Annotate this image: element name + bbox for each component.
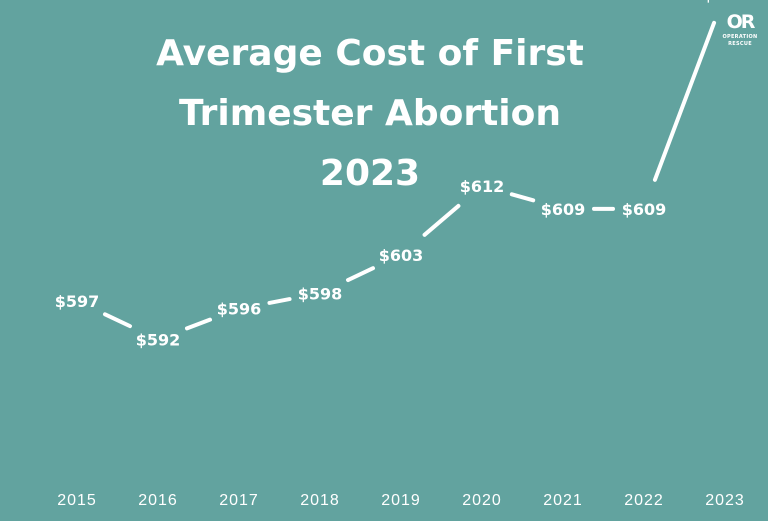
chart-title: Average Cost of First Trimester Abortion… [150,24,590,204]
logo-mark: OR [726,11,756,33]
data-label-2018: $598 [298,284,343,303]
x-tick-2021: 2021 [543,492,583,509]
chart-title-line-1: Average Cost of First [156,33,584,74]
data-label-2019: $603 [379,246,424,265]
data-label-2015: $597 [55,292,100,311]
line-segment-3 [267,297,292,305]
line-segment-1 [103,312,132,329]
x-tick-2019: 2019 [381,492,421,509]
line-segment-6 [509,192,536,203]
data-label-2020: $612 [460,177,505,196]
x-tick-2017: 2017 [219,492,259,509]
x-tick-2022: 2022 [624,492,664,509]
line-segment-4 [346,266,375,283]
logo-wordmark: OPERATION RESCUE [722,34,758,47]
data-label-2021: $609 [541,200,586,219]
x-tick-2023: 2023 [705,492,745,509]
x-tick-2020: 2020 [462,492,502,509]
line-segment-2 [184,317,213,331]
line-segment-5 [422,203,461,237]
data-label-2017: $596 [217,300,262,319]
chart-title-line-3: 2023 [319,153,421,194]
x-tick-2018: 2018 [300,492,340,509]
chart-title-line-2: Trimester Abortion [179,93,561,134]
x-tick-2015: 2015 [57,492,97,509]
operation-rescue-logo: OR OPERATION RESCUE [721,10,759,48]
x-tick-2016: 2016 [138,492,178,509]
data-label-2023: $637 [703,0,748,4]
data-label-2016: $592 [136,330,181,349]
data-label-2022: $609 [622,200,667,219]
line-segment-8 [652,20,717,182]
